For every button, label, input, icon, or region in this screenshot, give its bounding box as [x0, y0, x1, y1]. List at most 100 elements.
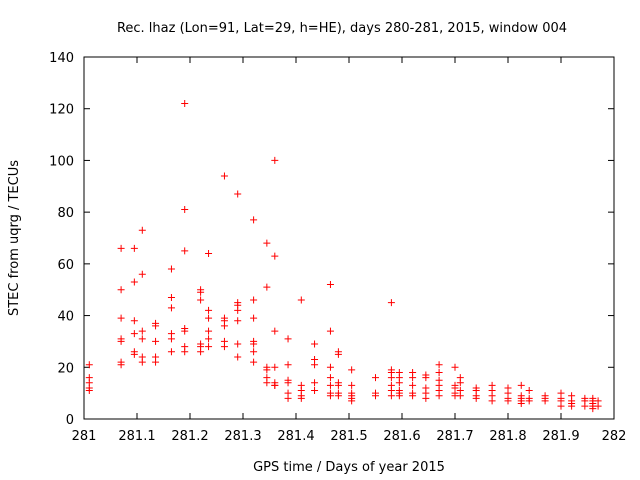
data-point — [138, 335, 146, 343]
data-point — [326, 381, 334, 389]
data-point — [435, 368, 443, 376]
data-point — [284, 361, 292, 369]
x-tick-label: 281 — [72, 429, 97, 444]
data-point — [297, 394, 305, 402]
data-point — [130, 350, 138, 358]
data-point — [234, 317, 242, 325]
data-point — [472, 394, 480, 402]
data-point — [138, 226, 146, 234]
data-point — [334, 350, 342, 358]
data-point — [271, 381, 279, 389]
data-point — [130, 330, 138, 338]
data-point — [205, 327, 213, 335]
data-point — [220, 322, 228, 330]
y-tick-label: 0 — [66, 413, 74, 428]
data-point — [488, 397, 496, 405]
data-point — [271, 252, 279, 260]
data-points — [85, 100, 602, 413]
data-point — [435, 392, 443, 400]
data-point — [517, 381, 525, 389]
x-axis-label: GPS time / Days of year 2015 — [253, 460, 445, 475]
data-point — [117, 244, 125, 252]
data-point — [326, 392, 334, 400]
data-point — [130, 278, 138, 286]
data-point — [117, 314, 125, 322]
data-point — [409, 392, 417, 400]
data-point — [234, 340, 242, 348]
data-point — [348, 366, 356, 374]
data-point — [205, 314, 213, 322]
y-tick-label: 140 — [49, 51, 74, 66]
data-point — [205, 306, 213, 314]
data-point — [181, 206, 189, 214]
data-point — [525, 397, 533, 405]
x-tick-label: 281.5 — [330, 429, 367, 444]
data-point — [525, 387, 533, 395]
data-point — [311, 379, 319, 387]
data-point — [220, 172, 228, 180]
data-point — [284, 335, 292, 343]
data-point — [205, 335, 213, 343]
data-point — [456, 379, 464, 387]
data-point — [117, 337, 125, 345]
data-point — [271, 156, 279, 164]
data-point — [167, 304, 175, 312]
data-point — [326, 374, 334, 382]
data-point — [435, 361, 443, 369]
y-tick-label: 100 — [49, 154, 74, 169]
data-point — [504, 397, 512, 405]
data-point — [271, 327, 279, 335]
y-tick-label: 20 — [57, 361, 74, 376]
data-point — [326, 281, 334, 289]
data-point — [85, 361, 93, 369]
data-point — [152, 337, 160, 345]
data-point — [181, 247, 189, 255]
data-point — [395, 392, 403, 400]
data-point — [517, 399, 525, 407]
data-point — [85, 387, 93, 395]
data-point — [387, 392, 395, 400]
data-point — [372, 392, 379, 400]
data-point — [594, 402, 602, 410]
data-point — [422, 394, 430, 402]
data-point — [557, 402, 565, 410]
data-point — [167, 293, 175, 301]
data-point — [197, 296, 205, 304]
data-point — [372, 374, 379, 382]
data-point — [234, 190, 242, 198]
data-point — [197, 348, 205, 356]
data-point — [334, 392, 342, 400]
data-point — [181, 348, 189, 356]
data-point — [197, 288, 205, 296]
data-point — [271, 363, 279, 371]
x-tick-label: 282 — [602, 429, 627, 444]
data-point — [250, 358, 258, 366]
data-point — [234, 306, 242, 314]
data-point — [250, 340, 258, 348]
data-point — [334, 381, 342, 389]
data-point — [130, 244, 138, 252]
data-point — [250, 348, 258, 356]
x-tick-label: 281.8 — [489, 429, 526, 444]
data-point — [250, 314, 258, 322]
data-point — [181, 100, 189, 108]
data-point — [326, 327, 334, 335]
data-point — [451, 363, 459, 371]
data-point — [117, 361, 125, 369]
data-point — [167, 265, 175, 273]
data-point — [456, 392, 464, 400]
y-axis-label: STEC from uqrg / TECUs — [7, 160, 22, 316]
x-tick-label: 281.6 — [383, 429, 420, 444]
data-point — [589, 405, 597, 413]
axis-ticks: 281 281.1 281.2 281.3 281.4 281.5 281.6 281.7 28… — [49, 51, 626, 444]
data-point — [422, 374, 430, 382]
data-point — [284, 394, 292, 402]
data-point — [250, 296, 258, 304]
data-point — [152, 322, 160, 330]
data-point — [263, 366, 271, 374]
data-point — [250, 216, 258, 224]
data-point — [152, 358, 160, 366]
chart-title: Rec. lhaz (Lon=91, Lat=29, h=HE), days 2… — [117, 21, 567, 36]
data-point — [130, 317, 138, 325]
x-tick-label: 281.2 — [171, 429, 208, 444]
